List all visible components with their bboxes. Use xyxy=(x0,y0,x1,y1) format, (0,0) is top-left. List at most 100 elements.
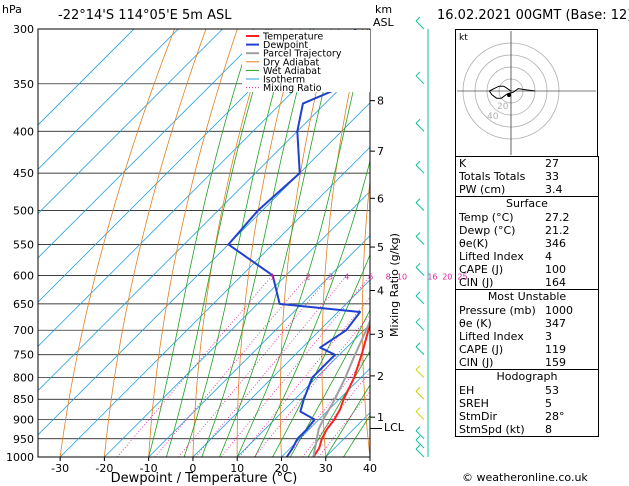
wet-adiabat xyxy=(183,29,292,457)
hodograph-frame xyxy=(455,29,598,157)
pressure-tick-label: 300 xyxy=(13,23,34,36)
isotherm xyxy=(38,29,179,170)
wet-adiabat xyxy=(289,309,370,457)
index-value: 28° xyxy=(545,410,565,423)
index-value: 347 xyxy=(545,317,566,330)
mixing-ratio-label: 3 xyxy=(328,272,333,281)
index-value: 346 xyxy=(545,237,566,250)
km-tick-label: 4 xyxy=(377,284,384,297)
km-tick-label: 2 xyxy=(377,370,384,383)
index-label: EH xyxy=(459,384,475,397)
isotherm xyxy=(148,235,370,457)
mixing-ratio-label: 4 xyxy=(344,272,349,281)
index-row: Lifted Index 4 xyxy=(456,250,598,263)
wind-barb xyxy=(415,236,425,245)
index-row: K 27 xyxy=(456,157,598,170)
hodograph-indices-title: Hodograph xyxy=(496,370,558,383)
wind-barb-flag xyxy=(415,444,421,450)
pressure-tick-label: 550 xyxy=(13,238,34,251)
copyright: © weatheronline.co.uk xyxy=(462,471,588,484)
index-value: 3 xyxy=(545,330,552,343)
index-row: CAPE (J) 119 xyxy=(456,343,598,356)
trace-temperature xyxy=(312,321,370,457)
mixing-ratio-line xyxy=(239,296,370,457)
index-value: 119 xyxy=(545,343,566,356)
index-label: StmDir xyxy=(459,410,498,423)
index-value: 27.2 xyxy=(545,211,570,224)
index-label: Totals Totals xyxy=(459,170,526,183)
km-tick-label: 5 xyxy=(377,241,384,254)
wind-barb xyxy=(415,411,425,420)
mixing-ratio-line xyxy=(116,275,273,457)
temperature-tick-label: 0 xyxy=(189,462,196,475)
hodograph-trace xyxy=(488,85,536,99)
wet-adiabat xyxy=(236,29,369,457)
wet-adiabat xyxy=(165,29,272,457)
index-value: 53 xyxy=(545,384,559,397)
mixing-ratio-line xyxy=(220,275,370,457)
wind-barb xyxy=(415,346,425,356)
index-label: Pressure (mb) xyxy=(459,304,536,317)
legend-entry: Temperature xyxy=(262,32,323,43)
wind-barb-flag xyxy=(415,386,421,392)
x-axis-label: Dewpoint / Temperature (°C) xyxy=(111,471,298,486)
index-row: CIN (J) 159 xyxy=(456,356,598,369)
wind-barb-flag xyxy=(415,232,421,237)
wind-barb xyxy=(415,448,425,458)
index-label: Dewp (°C) xyxy=(459,224,516,237)
km-tick-label: 7 xyxy=(377,145,384,158)
pressure-tick-label: 350 xyxy=(13,78,34,91)
km-label: km xyxy=(375,3,393,16)
dry-adiabat xyxy=(361,177,370,457)
wind-barb xyxy=(415,75,425,85)
isotherm xyxy=(281,367,370,457)
index-value: 5 xyxy=(545,397,552,410)
wind-barb xyxy=(415,295,425,305)
legend-entry: Isotherm xyxy=(263,75,305,86)
index-row: θe(K) 346 xyxy=(456,237,598,250)
most-unstable-box: Most Unstable Pressure (mb) 1000 θe (K) 347… xyxy=(455,289,599,369)
index-value: 33 xyxy=(545,170,559,183)
surface-box: Surface Temp (°C) 27.2 Dewp (°C) 21.2 θe(K) 3… xyxy=(455,196,599,289)
date-title: 16.02.2021 00GMT (Base: 12) xyxy=(437,8,629,23)
wind-barb-flag xyxy=(415,16,421,22)
km-tick-label: 8 xyxy=(377,95,384,108)
wind-barb-flag xyxy=(415,291,421,297)
mixing-ratio-label: 10 xyxy=(397,272,407,281)
mixing-ratio-label: 25 xyxy=(457,272,467,281)
mixing-ratio-label: 1 xyxy=(270,272,275,281)
wind-barb-flag xyxy=(415,198,421,203)
pressure-tick-label: 700 xyxy=(13,324,34,337)
km-tick-label: 3 xyxy=(377,328,384,341)
legend-entry: Dewpoint xyxy=(263,40,308,51)
wind-barb xyxy=(415,20,425,30)
hpa-label: hPa xyxy=(2,3,22,16)
mixing-ratio-label: 6 xyxy=(368,272,373,281)
hodograph-unit: kt xyxy=(459,33,468,43)
wind-barb xyxy=(415,202,425,211)
trace-parcel-trajectory xyxy=(312,318,370,457)
legend-entry: Parcel Trajectory xyxy=(263,49,342,60)
index-row: StmSpd (kt) 8 xyxy=(456,423,598,436)
index-row: θe (K) 347 xyxy=(456,317,598,330)
temperature-tick-label: 20 xyxy=(274,462,288,475)
lcl-label: LCL xyxy=(384,421,405,434)
dry-adiabat xyxy=(192,29,270,457)
mixing-ratio-line xyxy=(253,313,370,457)
temperature-tick-label: -20 xyxy=(95,462,113,475)
asl-label: ASL xyxy=(373,16,394,29)
indices-panel: K 27 Totals Totals 33 PW (cm) 3.4 Surface Tem… xyxy=(455,156,599,437)
wind-barb-flag xyxy=(415,317,421,323)
hodograph-ring-label: 20 xyxy=(497,102,509,112)
index-label: PW (cm) xyxy=(459,183,506,196)
index-value: 27 xyxy=(545,157,559,170)
indices-top-box: K 27 Totals Totals 33 PW (cm) 3.4 xyxy=(455,156,599,196)
legend-entry: Wet Adiabat xyxy=(263,66,321,77)
index-label: K xyxy=(459,157,467,170)
dry-adiabat xyxy=(104,29,207,457)
isotherm xyxy=(38,29,268,259)
wind-barb-flag xyxy=(415,263,421,268)
index-value: 159 xyxy=(545,356,566,369)
dry-adiabat xyxy=(321,29,364,457)
